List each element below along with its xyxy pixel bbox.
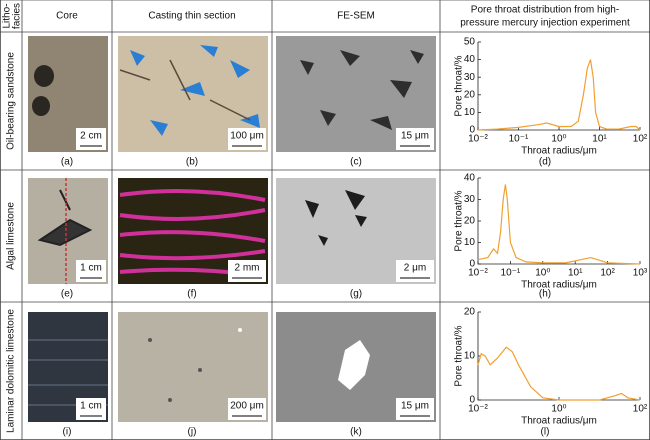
row-label: Laminar dolomitic limestone bbox=[6, 309, 17, 433]
scale-label: 15 μm bbox=[401, 131, 429, 142]
x-tick-label: 10² bbox=[633, 134, 648, 145]
axis bbox=[477, 312, 640, 401]
core-photo bbox=[28, 36, 108, 152]
scale-box bbox=[396, 398, 434, 420]
x-tick-label: 10⁻¹ bbox=[501, 268, 521, 279]
scale-label: 200 μm bbox=[230, 401, 264, 412]
x-tick-label: 10⁰ bbox=[551, 404, 566, 415]
scale-label: 15 μm bbox=[401, 401, 429, 412]
axis bbox=[477, 178, 640, 265]
x-tick-label: 10⁻¹ bbox=[509, 134, 529, 145]
y-tick-label: 0 bbox=[469, 395, 475, 406]
header: Pore throat distribution from high- bbox=[471, 5, 619, 16]
x-tick-label: 10⁰ bbox=[551, 134, 566, 145]
panel-label: (h) bbox=[539, 289, 551, 300]
scale-box bbox=[396, 128, 434, 150]
header: facies bbox=[12, 3, 23, 29]
panel-label: (c) bbox=[350, 157, 362, 168]
x-tick-label: 10⁻² bbox=[468, 268, 488, 279]
y-axis-label: Pore throat/% bbox=[454, 55, 465, 116]
panel-label: (j) bbox=[188, 427, 197, 438]
y-tick-label: 30 bbox=[464, 72, 476, 83]
y-tick-label: 20 bbox=[464, 216, 476, 227]
x-axis-label: Throat radius/μm bbox=[521, 280, 597, 291]
x-tick-label: 10⁻² bbox=[468, 134, 488, 145]
scale-label: 1 cm bbox=[80, 401, 102, 412]
header: Casting thin section bbox=[148, 11, 235, 22]
y-tick-label: 0 bbox=[469, 125, 475, 136]
header: Litho- bbox=[2, 3, 13, 28]
x-tick-label: 10¹ bbox=[592, 134, 607, 145]
y-tick-label: 30 bbox=[464, 194, 476, 205]
x-tick-label: 10² bbox=[633, 404, 648, 415]
scale-box bbox=[228, 128, 266, 150]
scale-label: 2 mm bbox=[235, 263, 260, 274]
y-tick-label: 50 bbox=[464, 37, 476, 48]
y-axis-label: Pore throat/% bbox=[454, 190, 465, 251]
y-tick-label: 20 bbox=[464, 307, 476, 318]
panel-label: (f) bbox=[187, 289, 196, 300]
panel-label: (k) bbox=[350, 427, 362, 438]
header: FE-SEM bbox=[337, 11, 375, 22]
scale-box bbox=[76, 398, 106, 420]
x-tick-label: 10⁻² bbox=[468, 404, 488, 415]
y-tick-label: 10 bbox=[464, 237, 476, 248]
header: pressure mercury injection experiment bbox=[460, 18, 630, 29]
y-tick-label: 40 bbox=[464, 54, 476, 65]
axis bbox=[477, 42, 640, 131]
x-tick-label: 10¹ bbox=[568, 268, 583, 279]
y-tick-label: 10 bbox=[464, 107, 476, 118]
scale-box bbox=[76, 128, 106, 150]
x-axis-label: Throat radius/μm bbox=[521, 416, 597, 427]
panel-label: (i) bbox=[63, 427, 72, 438]
y-tick-label: 0 bbox=[469, 259, 475, 270]
y-tick-label: 10 bbox=[464, 351, 476, 362]
data-line bbox=[477, 346, 641, 401]
panel-label: (b) bbox=[186, 157, 198, 168]
y-axis-label: Pore throat/% bbox=[454, 325, 465, 386]
data-line bbox=[477, 184, 641, 265]
scale-label: 2 μm bbox=[404, 263, 426, 274]
panel-label: (d) bbox=[539, 157, 551, 168]
panel-label: (e) bbox=[61, 289, 73, 300]
data-line bbox=[477, 59, 641, 131]
scale-box bbox=[228, 398, 266, 420]
y-tick-label: 40 bbox=[464, 173, 476, 184]
scale-label: 1 cm bbox=[80, 263, 102, 274]
scale-label: 2 cm bbox=[80, 131, 102, 142]
row-label: Algal limestone bbox=[6, 202, 17, 270]
x-tick-label: 10³ bbox=[633, 268, 648, 279]
scale-box bbox=[76, 260, 106, 282]
y-tick-label: 20 bbox=[464, 89, 476, 100]
x-axis-label: Throat radius/μm bbox=[521, 146, 597, 157]
x-tick-label: 10⁰ bbox=[535, 268, 550, 279]
header: Core bbox=[56, 11, 78, 22]
row-label: Oil-bearing sandstone bbox=[6, 52, 17, 150]
scale-box bbox=[228, 260, 266, 282]
scale-box bbox=[396, 260, 434, 282]
scale-label: 100 μm bbox=[230, 131, 264, 142]
panel-label: (l) bbox=[541, 427, 550, 438]
panel-label: (g) bbox=[350, 289, 362, 300]
x-tick-label: 10² bbox=[600, 268, 615, 279]
panel-label: (a) bbox=[61, 157, 73, 168]
